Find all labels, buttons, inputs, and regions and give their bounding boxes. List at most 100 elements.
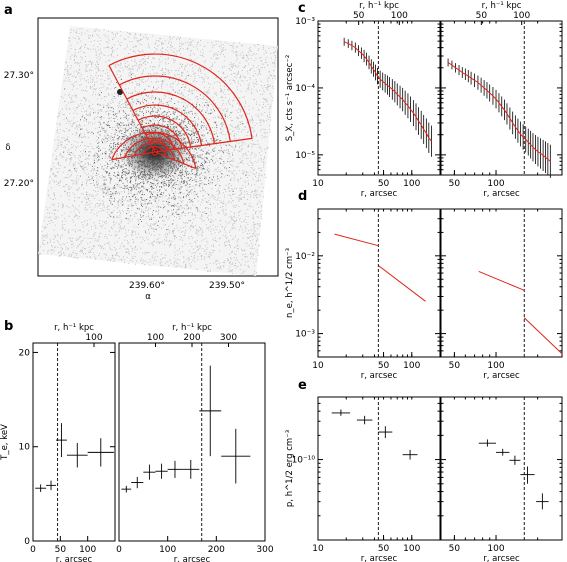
d-ytick-0: 10⁻² bbox=[295, 252, 315, 262]
c-xtick-0-2: 100 bbox=[403, 179, 420, 189]
c-xlabel-0: r, arcsec bbox=[361, 189, 398, 199]
b-xtick-1-3: 300 bbox=[256, 545, 273, 555]
b-frame-0 bbox=[32, 342, 116, 542]
c-ylabel: S_X, cts s⁻¹ arcsec⁻² bbox=[285, 55, 295, 141]
panel-label-c: c bbox=[298, 1, 306, 16]
d-xtick-0-1: 50 bbox=[378, 361, 390, 371]
sector-ne-arc-0 bbox=[149, 139, 168, 151]
d-xlabel-1: r, arcsec bbox=[483, 371, 520, 381]
b-top-xlabel-0: r, h⁻¹ kpc bbox=[54, 323, 94, 333]
sector-ne-edge-2 bbox=[154, 137, 253, 153]
sector-ne-arc-6 bbox=[119, 75, 231, 142]
b-ytick-1: 10 bbox=[19, 443, 31, 453]
c-toptick-0-1: 100 bbox=[391, 11, 408, 21]
c-ytick-1: 10⁻⁴ bbox=[295, 84, 315, 94]
b-xlabel-1: r, arcsec bbox=[174, 555, 211, 562]
d-density-segment-0-0 bbox=[334, 233, 379, 247]
a-xtick-2: 239.50° bbox=[209, 281, 245, 291]
d-frame-0 bbox=[317, 208, 441, 358]
b-ytick-0: 0 bbox=[24, 537, 30, 547]
d-density-segment-1-0 bbox=[478, 270, 525, 291]
d-density-segment-0-1 bbox=[378, 265, 426, 302]
c-model-0 bbox=[343, 41, 432, 142]
sector-ne-arc-5 bbox=[126, 91, 215, 144]
c-top-xlabel-0: r, h⁻¹ kpc bbox=[359, 1, 399, 11]
b-xtick-1-1: 100 bbox=[159, 545, 176, 555]
e-xlabel-0: r, arcsec bbox=[361, 554, 398, 562]
d-xtick-1-1: 100 bbox=[487, 361, 504, 371]
b-toptick-1-0: 100 bbox=[147, 333, 164, 343]
sector-s-arc-2 bbox=[123, 137, 185, 164]
b-xtick-0-2: 100 bbox=[79, 545, 96, 555]
d-xtick-0-2: 100 bbox=[403, 361, 420, 371]
b-toptick-1-2: 300 bbox=[220, 333, 237, 343]
b-xlabel-0: r, arcsec bbox=[56, 555, 93, 562]
panel-label-b: b bbox=[4, 319, 13, 334]
c-ytick-0: 10⁻³ bbox=[295, 17, 315, 27]
sector-ne-arc-7 bbox=[108, 53, 253, 139]
c-toptick-0-0: 50 bbox=[353, 11, 365, 21]
b-ylabel: T_e, keV bbox=[0, 424, 10, 461]
c-toptick-1-0: 50 bbox=[476, 11, 488, 21]
e-ylabel: p, h^1/2 erg cm⁻³ bbox=[285, 430, 295, 507]
sector-ne-arc-4 bbox=[132, 104, 203, 146]
sector-ne-arc-3 bbox=[137, 115, 192, 148]
e-ytick-0: 10⁻¹⁰ bbox=[292, 456, 316, 466]
e-xtick-0-2: 100 bbox=[403, 544, 420, 554]
e-xtick-1-1: 100 bbox=[487, 544, 504, 554]
b-xtick-0-1: 50 bbox=[55, 545, 67, 555]
e-xlabel-1: r, arcsec bbox=[483, 554, 520, 562]
b-toptick-0-0: 100 bbox=[85, 333, 102, 343]
panel-a: 27.30° 27.20° 239.60° 239.50° α δ bbox=[4, 17, 279, 302]
sector-s-arc-0 bbox=[142, 146, 167, 157]
c-xtick-0-0: 10 bbox=[312, 179, 324, 189]
b-frame-1 bbox=[118, 342, 266, 542]
c-xtick-0-1: 50 bbox=[378, 179, 390, 189]
d-xtick-1-0: 50 bbox=[449, 361, 461, 371]
c-toptick-1-1: 100 bbox=[513, 11, 530, 21]
a-ytick-2: 27.20° bbox=[4, 179, 34, 189]
c-xlabel-1: r, arcsec bbox=[483, 189, 520, 199]
d-density-segment-1-1 bbox=[523, 317, 563, 355]
e-xtick-1-0: 50 bbox=[449, 544, 461, 554]
sector-s-edge-1 bbox=[111, 151, 156, 161]
e-frame-0 bbox=[317, 396, 441, 541]
e-xtick-0-0: 10 bbox=[312, 544, 324, 554]
panel-label-e: e bbox=[298, 378, 307, 393]
a-xtick-1: 239.60° bbox=[129, 281, 165, 291]
a-ytick-1: 27.30° bbox=[4, 71, 34, 81]
b-xtick-0-0: 0 bbox=[30, 545, 36, 555]
b-ytick-2: 20 bbox=[19, 348, 31, 358]
c-ytick-2: 10⁻⁵ bbox=[295, 151, 315, 161]
c-frame-0 bbox=[317, 20, 441, 176]
sector-s-arc-1 bbox=[133, 141, 176, 161]
c-top-xlabel-1: r, h⁻¹ kpc bbox=[482, 1, 522, 11]
sector-s-arc-3 bbox=[111, 131, 197, 169]
sector-s-edge-2 bbox=[154, 151, 197, 170]
c-model-1 bbox=[447, 62, 551, 162]
sector-overlay bbox=[108, 53, 253, 170]
cluster-centre-marker bbox=[151, 148, 159, 156]
d-xlabel-0: r, arcsec bbox=[361, 371, 398, 381]
b-top-xlabel-1: r, h⁻¹ kpc bbox=[172, 323, 212, 333]
sector-ne-edge-1 bbox=[108, 65, 156, 153]
d-xtick-0-0: 10 bbox=[312, 361, 324, 371]
a-xlabel: α bbox=[145, 292, 151, 302]
panel-label-d: d bbox=[298, 189, 307, 204]
d-frame-1 bbox=[440, 208, 563, 358]
panel-label-a: a bbox=[4, 3, 13, 18]
a-ylabel: δ bbox=[5, 143, 10, 153]
d-ytick-1: 10⁻³ bbox=[295, 330, 315, 340]
c-xtick-1-0: 50 bbox=[449, 179, 461, 189]
b-toptick-1-1: 200 bbox=[183, 333, 200, 343]
d-ylabel: n_e, h^1/2 cm⁻³ bbox=[285, 248, 295, 318]
c-xtick-1-1: 100 bbox=[487, 179, 504, 189]
point-source bbox=[117, 89, 123, 95]
b-xtick-1-0: 0 bbox=[116, 545, 122, 555]
